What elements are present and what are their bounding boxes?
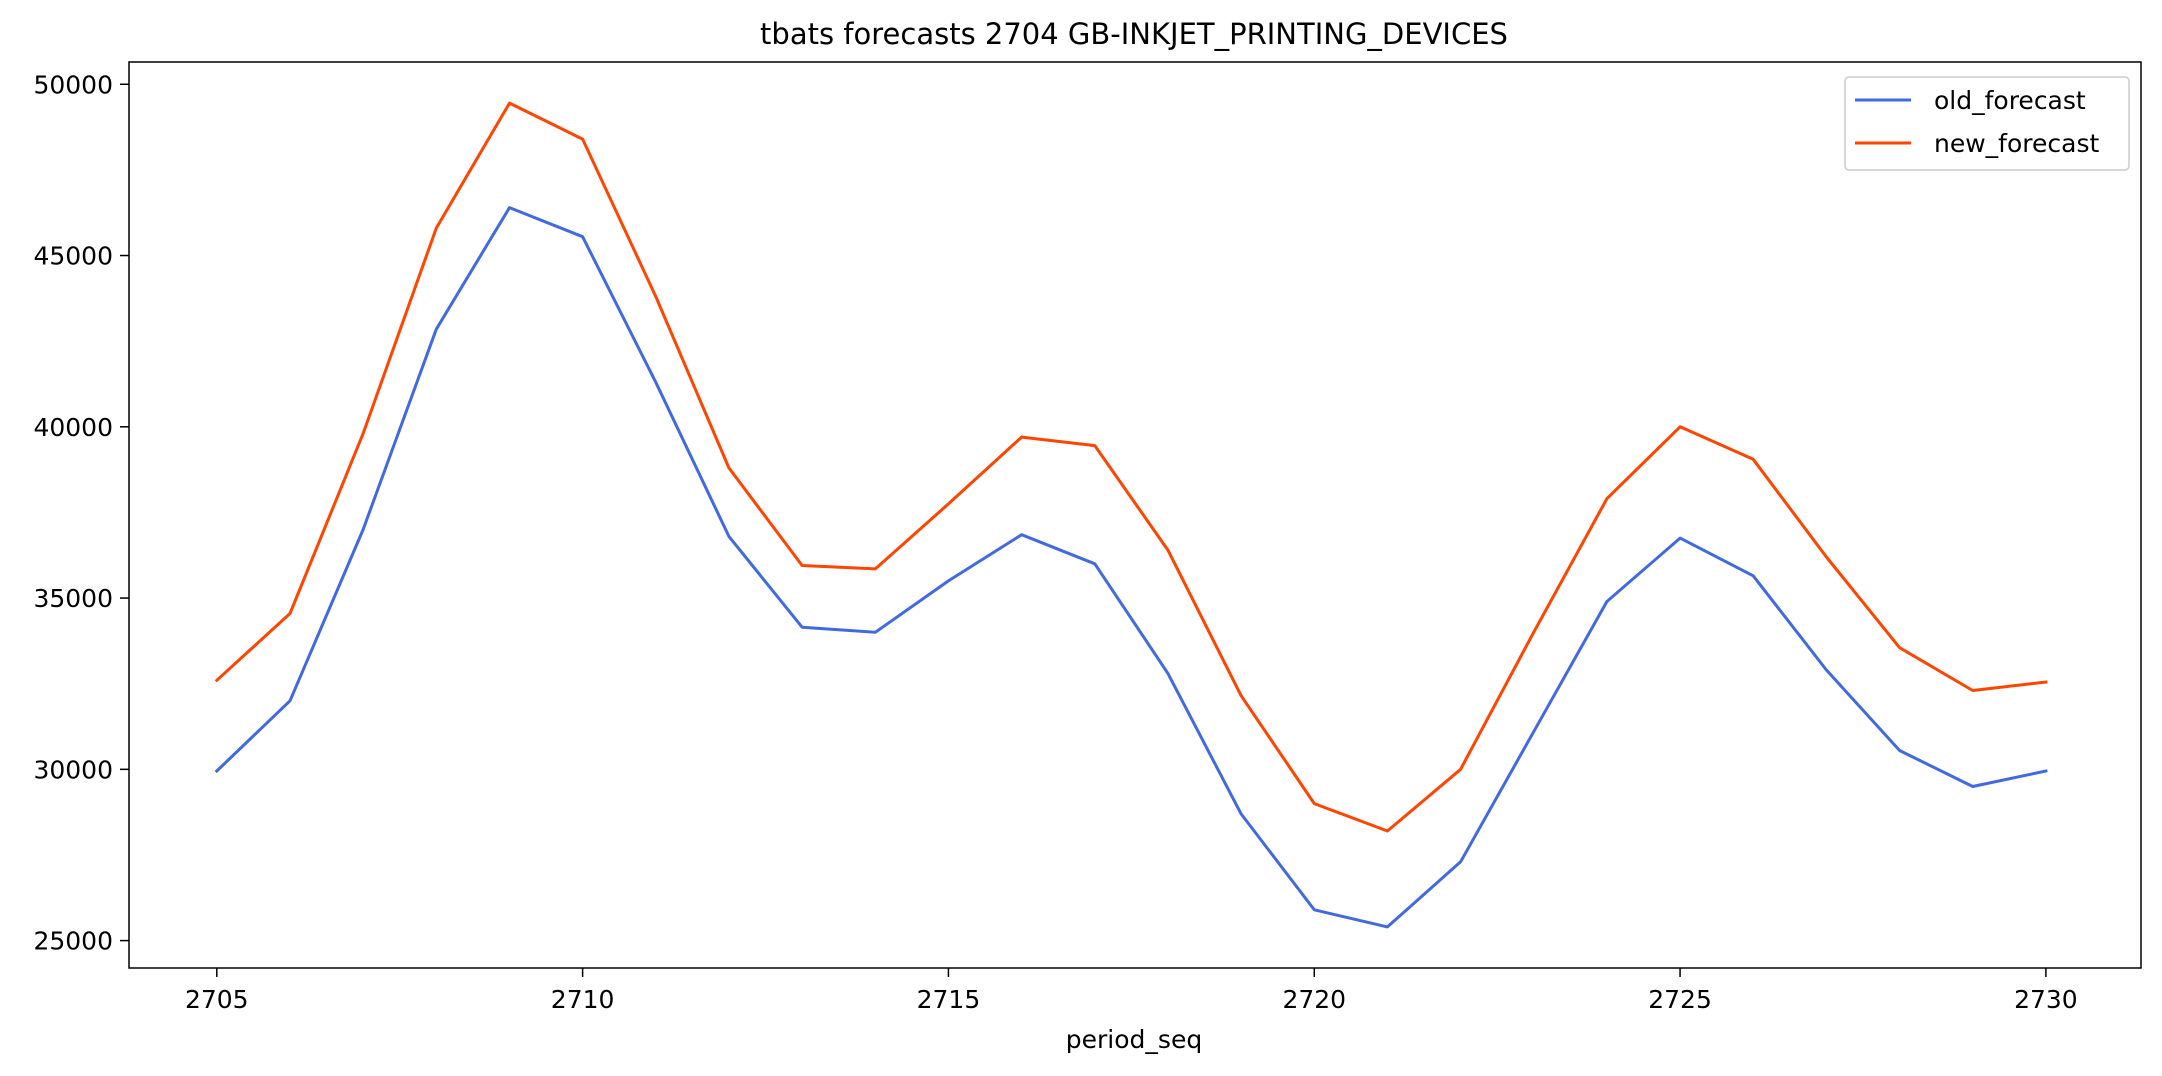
x-tick-label: 2715: [917, 985, 981, 1014]
x-axis-label: period_seq: [1066, 1025, 1202, 1054]
legend-label-new_forecast: new_forecast: [1934, 129, 2099, 158]
x-tick-label: 2705: [185, 985, 249, 1014]
series-line-old_forecast: [214, 206, 2048, 929]
y-tick-label: 35000: [33, 584, 113, 613]
x-axis: 2705 2710 2715 2720 2725 2730: [185, 968, 2078, 1014]
x-tick-label: 2710: [551, 985, 615, 1014]
y-tick-label: 40000: [33, 413, 113, 442]
y-tick-label: 50000: [33, 70, 113, 99]
legend-frame: [1844, 76, 2130, 171]
x-tick-label: 2725: [1648, 985, 1712, 1014]
legend: old_forecast new_forecast: [1844, 76, 2130, 171]
plot-frame: [128, 61, 2142, 969]
y-tick-label: 45000: [33, 242, 113, 271]
y-axis: 25000 30000 35000 40000 45000 50000: [33, 70, 129, 956]
x-tick-label: 2730: [2014, 985, 2078, 1014]
plot-area: 2705 2710 2715 2720 2725 2730 25000 30000 35000…: [33, 61, 2142, 1014]
series-line-new_forecast: [214, 101, 2048, 833]
series-lines: [214, 101, 2048, 929]
legend-label-old_forecast: old_forecast: [1934, 86, 2086, 115]
y-tick-label: 30000: [33, 755, 113, 784]
chart-title: tbats forecasts 2704 GB-INKJET_PRINTING_…: [760, 17, 1508, 51]
y-tick-label: 25000: [33, 927, 113, 956]
x-tick-label: 2720: [1282, 985, 1346, 1014]
